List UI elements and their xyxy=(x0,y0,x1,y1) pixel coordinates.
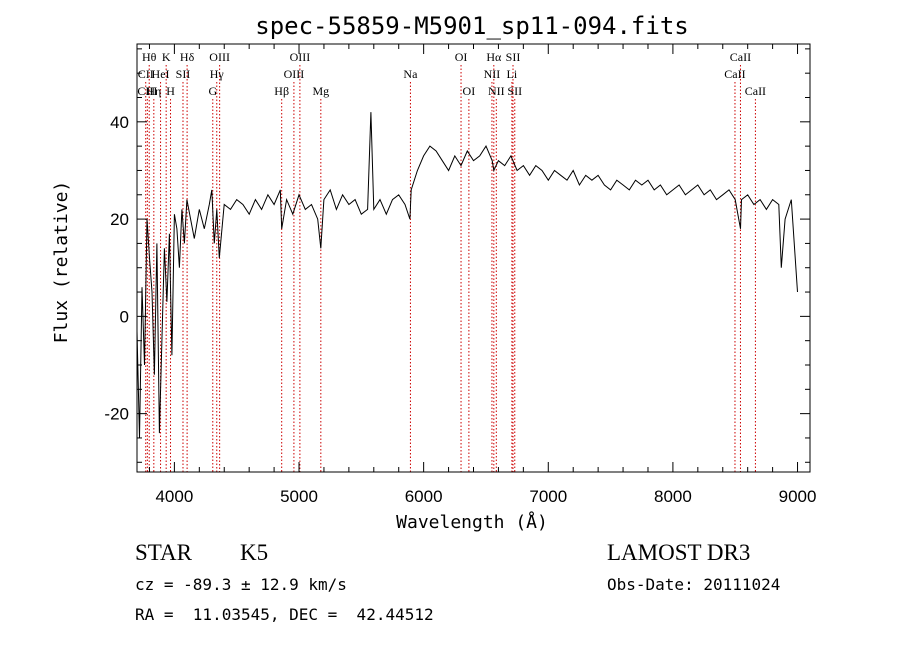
line-marker-label: CaII xyxy=(745,84,766,98)
x-axis: 4000 5000 6000 7000 8000 9000 xyxy=(148,44,817,506)
x-tick-label: 7000 xyxy=(529,487,567,506)
line-marker-label: K xyxy=(162,50,171,64)
line-marker-label: SII xyxy=(176,67,191,81)
line-marker-label: Hη xyxy=(146,84,161,98)
object-class: STAR xyxy=(135,540,192,565)
line-marker-label: HeI xyxy=(152,67,170,81)
line-marker-label: Mg xyxy=(312,84,329,98)
line-marker-label: CaII xyxy=(730,50,751,64)
y-tick-label: -20 xyxy=(104,405,129,424)
line-marker-label: OIII xyxy=(290,50,311,64)
line-marker-label: CII xyxy=(138,67,154,81)
line-marker-label: OIII xyxy=(284,67,305,81)
x-tick-label: 8000 xyxy=(654,487,692,506)
object-subclass: K5 xyxy=(240,540,269,565)
line-marker-label: Na xyxy=(403,67,418,81)
line-marker-label: Hα xyxy=(486,50,502,64)
x-tick-label: 5000 xyxy=(280,487,318,506)
y-tick-label: 40 xyxy=(110,113,129,132)
line-marker-label: OI xyxy=(455,50,468,64)
survey-name: LAMOST DR3 xyxy=(607,540,751,565)
observation-date: Obs-Date: 20111024 xyxy=(607,575,781,594)
chart-title: spec-55859-M5901_sp11-094.fits xyxy=(255,12,688,40)
x-tick-label: 6000 xyxy=(405,487,443,506)
line-marker-label: G xyxy=(208,84,217,98)
y-axis: -20 0 20 40 xyxy=(104,48,810,463)
line-marker-label: CIII xyxy=(137,84,157,98)
line-marker-label: NII xyxy=(488,84,505,98)
y-axis-label: Flux (relative) xyxy=(51,181,72,344)
line-marker-label: Hδ xyxy=(180,50,195,64)
line-marker-label: Hθ xyxy=(142,50,157,64)
x-tick-label: 9000 xyxy=(779,487,817,506)
line-marker-label: Hβ xyxy=(274,84,289,98)
line-marker-label: H xyxy=(166,84,175,98)
line-marker-label: Hγ xyxy=(210,67,225,81)
x-axis-label: Wavelength (Å) xyxy=(396,511,548,533)
line-marker-label: Li xyxy=(507,67,518,81)
line-marker-label: OIII xyxy=(209,50,230,64)
line-marker-label: SII xyxy=(506,50,521,64)
line-marker-label: CaII xyxy=(724,67,745,81)
coordinates: RA = 11.03545, DEC = 42.44512 xyxy=(135,605,434,624)
line-marker-label: SII xyxy=(507,84,522,98)
line-marker-label: OI xyxy=(463,84,476,98)
line-marker-label: NII xyxy=(484,67,501,81)
plot-frame xyxy=(136,43,811,473)
redshift-cz: cz = -89.3 ± 12.9 km/s xyxy=(135,575,347,594)
y-tick-label: 20 xyxy=(110,210,129,229)
spectrum-line xyxy=(136,112,798,439)
x-tick-label: 4000 xyxy=(155,487,193,506)
y-tick-label: 0 xyxy=(120,307,129,326)
